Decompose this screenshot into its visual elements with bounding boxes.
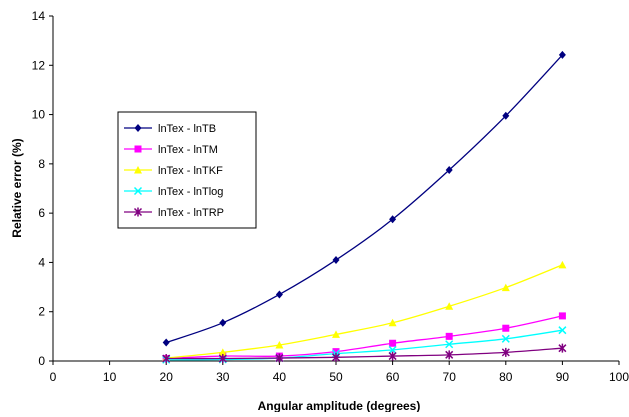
series-4: [162, 343, 567, 364]
x-axis-title: Angular amplitude (degrees): [258, 399, 421, 412]
data-point: [332, 348, 340, 356]
x-tick-label: 10: [103, 370, 117, 384]
data-point: [275, 353, 284, 363]
data-point: [388, 351, 397, 361]
y-tick-label: 12: [32, 58, 46, 72]
data-point: [501, 334, 510, 343]
data-point: [501, 283, 510, 292]
series-line: [166, 347, 563, 360]
data-point: [558, 312, 566, 320]
x-tick-label: 100: [609, 370, 629, 384]
legend-item: lnTex - lnTKF: [124, 165, 223, 177]
x-tick-label: 20: [160, 370, 174, 384]
data-point: [331, 352, 341, 362]
series-0: [162, 50, 566, 347]
data-point: [218, 354, 227, 364]
data-point: [388, 318, 397, 327]
legend-item: lnTex - lnTM: [124, 144, 218, 156]
data-point: [558, 50, 566, 59]
data-point: [332, 330, 340, 338]
data-point: [445, 332, 453, 340]
legend-item: lnTex - lnTlog: [124, 186, 223, 198]
x-tick-label: 50: [329, 370, 343, 384]
y-tick-label: 4: [38, 255, 45, 269]
data-point: [133, 207, 143, 217]
data-point: [218, 348, 227, 356]
y-axis-title: Relative error (%): [10, 138, 24, 237]
y-tick-label: 2: [38, 305, 45, 319]
series-group: [162, 50, 567, 364]
legend-label: lnTex - lnTB: [158, 123, 216, 135]
legend-item: lnTex - lnTRP: [124, 207, 224, 219]
legend: lnTex - lnTB lnTex - lnTM lnTex - lnTKF lnT…: [117, 111, 257, 229]
legend-label: lnTex - lnTKF: [158, 165, 223, 177]
data-point: [162, 354, 171, 364]
data-point: [275, 290, 283, 299]
data-point: [445, 166, 453, 175]
y-tick-label: 6: [38, 206, 45, 220]
data-point: [134, 124, 142, 132]
data-point: [558, 343, 567, 353]
legend-label: lnTex - lnTM: [158, 144, 218, 156]
data-point: [445, 302, 454, 310]
x-tick-label: 80: [499, 370, 513, 384]
x-tick-label: 0: [50, 370, 57, 384]
data-point: [388, 345, 397, 354]
legend-label: lnTex - lnTlog: [158, 186, 223, 198]
data-point: [558, 326, 567, 335]
data-point: [502, 324, 510, 332]
legend-label: lnTex - lnTRP: [158, 207, 224, 219]
x-tick-label: 60: [386, 370, 400, 384]
data-point: [445, 340, 454, 349]
y-tick-label: 10: [32, 108, 46, 122]
data-point: [134, 145, 142, 153]
y-tick-label: 8: [38, 157, 45, 171]
x-tick-label: 30: [216, 370, 230, 384]
data-point: [133, 186, 143, 196]
axes: 0 2 4 6 8 10 12 14 0 10 20 30 40 50 60 70 80 90 100: [32, 9, 629, 384]
data-point: [332, 255, 340, 264]
data-point: [275, 340, 284, 349]
data-point: [162, 338, 170, 347]
data-point: [134, 166, 142, 174]
y-tick-label: 14: [32, 9, 46, 23]
data-point: [501, 347, 510, 357]
x-tick-label: 40: [273, 370, 287, 384]
x-tick-label: 70: [443, 370, 457, 384]
data-point: [219, 318, 227, 327]
y-tick-label: 0: [38, 354, 45, 368]
data-point: [502, 111, 510, 120]
data-point: [445, 350, 454, 360]
series-line: [166, 315, 563, 360]
data-point: [558, 260, 567, 269]
x-tick-label: 90: [556, 370, 570, 384]
series-line: [166, 264, 563, 359]
data-point: [389, 215, 397, 224]
series-line: [166, 329, 563, 361]
legend-item: lnTex - lnTB: [124, 123, 216, 135]
series-2: [162, 260, 567, 362]
data-point: [389, 339, 397, 347]
